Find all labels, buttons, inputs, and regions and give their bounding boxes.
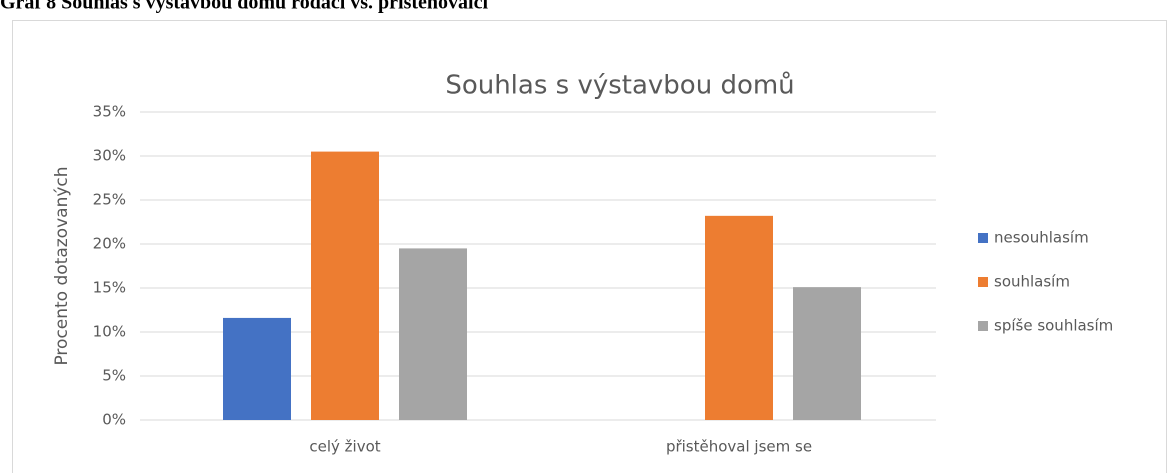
y-tick-label: 10% (93, 323, 126, 341)
legend-label: nesouhlasím (994, 229, 1089, 247)
y-tick-label: 35% (93, 103, 126, 121)
y-tick-label: 25% (93, 191, 126, 209)
legend-label: souhlasím (994, 273, 1070, 291)
legend-swatch (978, 233, 988, 243)
y-tick-label: 30% (93, 147, 126, 165)
y-tick-label: 0% (102, 411, 126, 429)
chart-title: Souhlas s výstavbou domů (445, 71, 794, 101)
caption: Graf 8 Souhlas s výstavbou domů rodáci v… (0, 0, 488, 14)
y-tick-label: 20% (93, 235, 126, 253)
legend-swatch (978, 321, 988, 331)
bar (311, 151, 379, 420)
x-tick-label: přistěhoval jsem se (666, 438, 812, 456)
bar (399, 248, 467, 420)
y-tick-label: 5% (102, 367, 126, 385)
y-tick-label: 15% (93, 279, 126, 297)
legend-swatch (978, 277, 988, 287)
bar (705, 215, 773, 420)
x-tick-label: celý život (309, 438, 380, 456)
bar (223, 317, 291, 420)
chart-frame (12, 20, 1167, 473)
bar (793, 287, 861, 420)
legend-label: spíše souhlasím (994, 317, 1113, 335)
y-axis-label: Procento dotazovaných (52, 166, 72, 365)
